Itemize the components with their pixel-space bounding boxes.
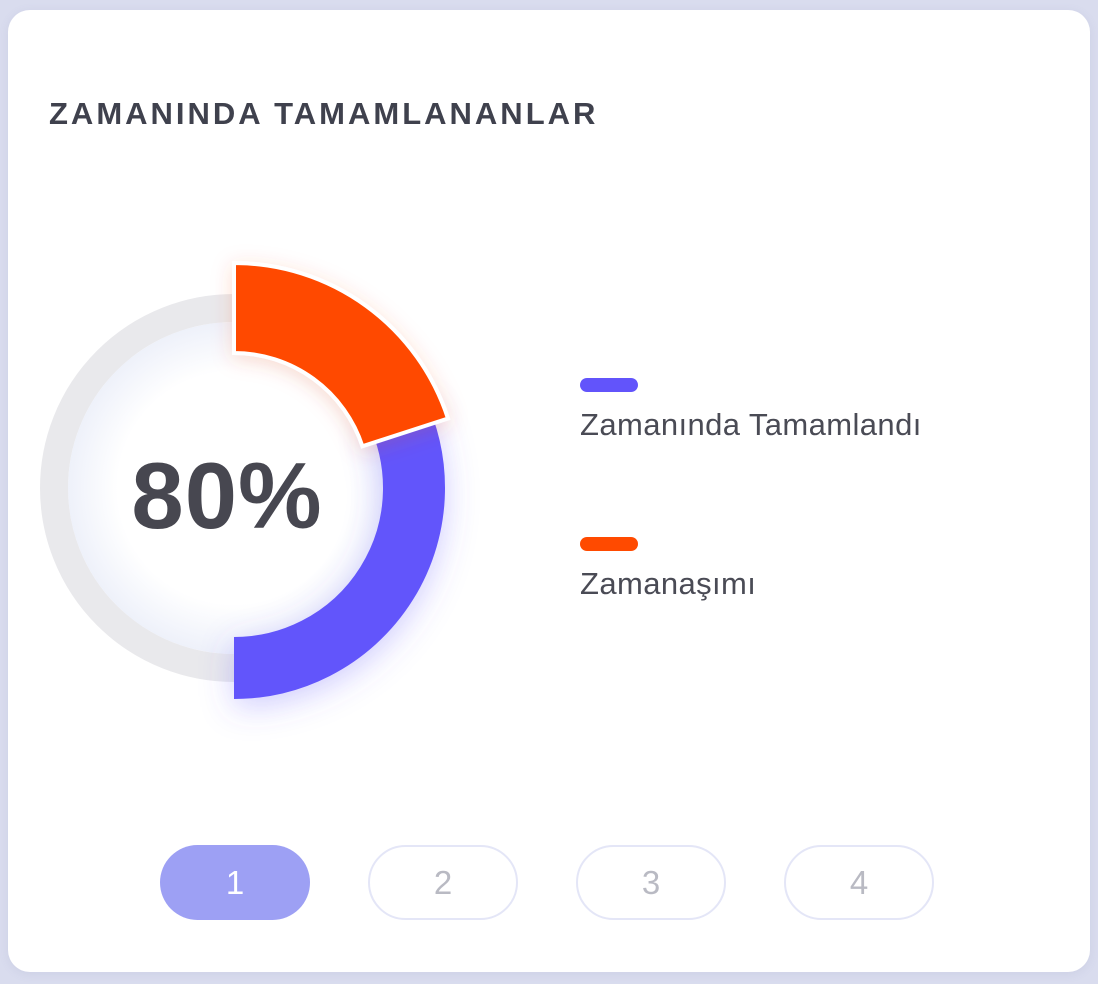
page-button-2[interactable]: 2 — [368, 845, 518, 920]
donut-arc-timeout — [232, 260, 451, 449]
page-button-3[interactable]: 3 — [576, 845, 726, 920]
donut-chart — [40, 260, 451, 699]
chart-legend: Zamanında Tamamlandı Zamanaşımı — [580, 378, 922, 602]
legend-item-completed[interactable]: Zamanında Tamamlandı — [580, 378, 922, 443]
page-button-4[interactable]: 4 — [784, 845, 934, 920]
page-button-1[interactable]: 1 — [160, 845, 310, 920]
legend-label: Zamanında Tamamlandı — [580, 407, 922, 442]
legend-swatch-icon — [580, 378, 638, 392]
donut-center-label: 80% — [131, 443, 323, 548]
legend-item-timeout[interactable]: Zamanaşımı — [580, 537, 922, 602]
legend-label: Zamanaşımı — [580, 566, 757, 601]
donut-arc-completed — [233, 395, 445, 699]
donut-inner-disc — [68, 322, 400, 654]
on-time-completion-card: ZAMANINDA TAMAMLANANLAR 80% — [8, 10, 1090, 972]
card-title: ZAMANINDA TAMAMLANANLAR — [49, 96, 599, 131]
legend-swatch-icon — [580, 537, 638, 551]
